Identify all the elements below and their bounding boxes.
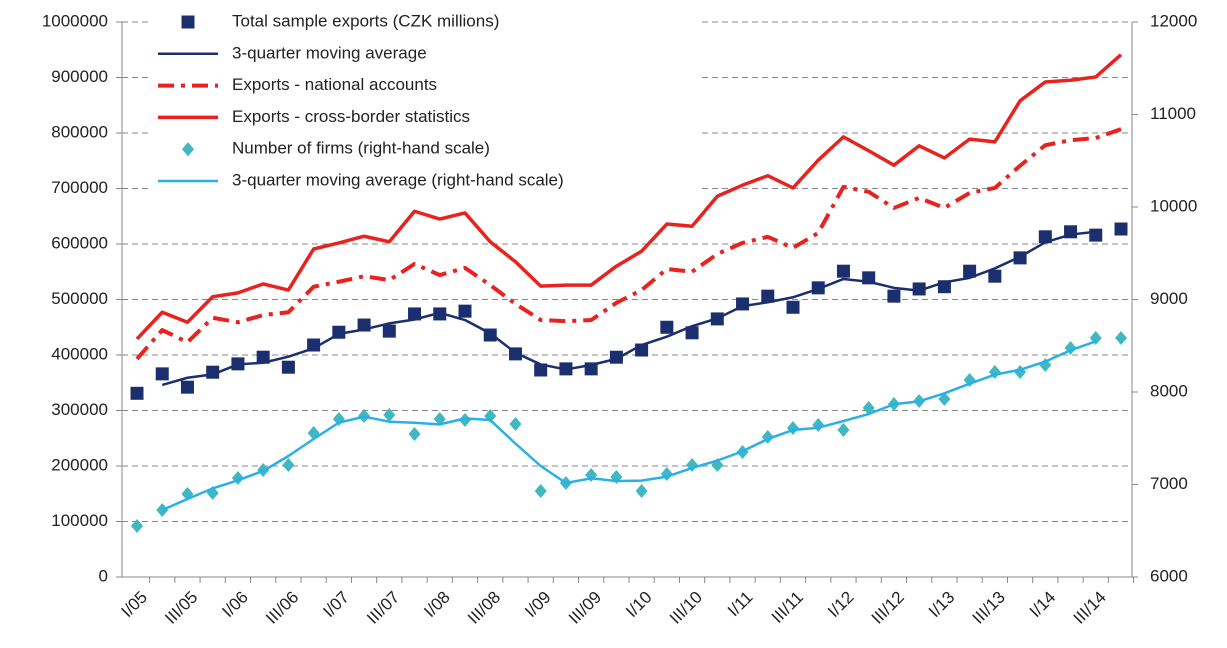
series-line xyxy=(135,53,1123,341)
y2-tick-label: 8000 xyxy=(1150,381,1188,400)
data-point xyxy=(256,350,270,364)
y-tick-label: 100000 xyxy=(51,511,108,530)
data-point xyxy=(988,269,1002,283)
data-point xyxy=(155,367,169,381)
data-point xyxy=(1115,330,1127,345)
data-point xyxy=(534,363,548,377)
data-point xyxy=(509,417,522,432)
series-line xyxy=(161,230,1096,387)
y-tick-label: 1000000 xyxy=(42,11,108,30)
legend-label: Number of firms (right-hand scale) xyxy=(232,139,490,158)
y-tick-label: 700000 xyxy=(51,178,108,197)
y-tick-label: 600000 xyxy=(51,233,108,252)
y-tick-label: 0 xyxy=(99,566,108,585)
y2-tick-label: 9000 xyxy=(1150,289,1188,308)
y2-tick-label: 12000 xyxy=(1150,11,1197,30)
data-point xyxy=(156,503,169,518)
y-tick-label: 800000 xyxy=(51,122,108,141)
y-tick-label: 500000 xyxy=(51,289,108,308)
data-point xyxy=(887,289,901,303)
legend-label: Exports - national accounts xyxy=(232,75,437,94)
data-point xyxy=(458,304,472,318)
data-point xyxy=(837,423,850,438)
data-point xyxy=(1114,222,1128,236)
data-point xyxy=(282,457,295,472)
data-point xyxy=(383,408,396,423)
data-point xyxy=(963,264,977,278)
data-point xyxy=(836,264,850,278)
data-point xyxy=(281,360,295,374)
y2-tick-label: 10000 xyxy=(1150,196,1197,215)
legend-label: 3-quarter moving average (right-hand sca… xyxy=(232,170,564,189)
data-point xyxy=(459,413,471,428)
data-point xyxy=(534,483,547,498)
data-point xyxy=(786,300,800,314)
data-point xyxy=(382,324,396,338)
data-point xyxy=(408,307,422,321)
y2-tick-label: 7000 xyxy=(1150,474,1188,493)
data-point xyxy=(131,519,143,534)
y-tick-label: 400000 xyxy=(51,344,108,363)
legend-box xyxy=(150,6,700,201)
data-point xyxy=(130,386,144,400)
data-point xyxy=(862,401,875,416)
series-line xyxy=(135,127,1122,361)
y2-tick-label: 11000 xyxy=(1150,104,1196,123)
data-point xyxy=(1089,228,1103,242)
legend-label: Exports - cross-border statistics xyxy=(232,107,470,126)
legend-marker xyxy=(181,15,195,29)
y-tick-label: 200000 xyxy=(51,455,108,474)
y-tick-label: 900000 xyxy=(51,67,108,86)
data-point xyxy=(660,320,674,334)
data-point xyxy=(912,282,926,296)
series-line xyxy=(161,340,1097,512)
legend-label: 3-quarter moving average xyxy=(232,43,427,62)
y-tick-label: 300000 xyxy=(51,400,108,419)
data-point xyxy=(408,426,421,441)
legend-label: Total sample exports (CZK millions) xyxy=(232,11,499,30)
legend-marker xyxy=(182,142,194,157)
data-point xyxy=(761,289,775,303)
data-point xyxy=(180,380,194,394)
data-point xyxy=(685,326,699,340)
data-point xyxy=(635,483,648,498)
y2-tick-label: 6000 xyxy=(1150,566,1188,585)
